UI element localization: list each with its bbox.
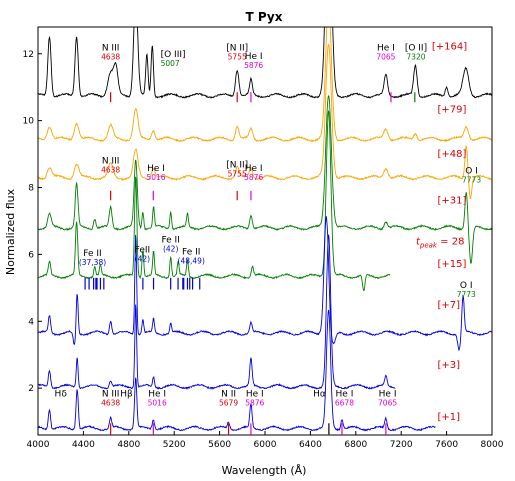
x-tick-label-6: 6400 <box>299 440 322 450</box>
line-wavelength-12: (42) <box>135 255 150 264</box>
line-wavelength-4: 7065 <box>376 52 395 61</box>
line-label-17: N III <box>102 390 120 400</box>
epoch-label-+7: [+7] <box>438 300 461 311</box>
line-wavelength-13: (42) <box>163 245 178 254</box>
epoch-label-+79: [+79] <box>438 104 467 115</box>
line-wavelength-24: 7065 <box>378 399 397 408</box>
line-label-14: Fe II <box>182 247 200 257</box>
epoch-label-+31: [+31] <box>438 196 467 207</box>
x-tick-label-4: 5600 <box>208 440 231 450</box>
line-label-20: N II <box>221 390 236 400</box>
y-tick-label-3: 8 <box>28 184 34 194</box>
line-label-9: He I <box>245 164 263 174</box>
y-tick-label-1: 4 <box>28 317 34 327</box>
line-wavelength-5: 7320 <box>406 52 425 61</box>
y-tick-label-5: 12 <box>23 50 34 60</box>
spectrum-line-+31 <box>38 94 492 264</box>
spectrum-line-+164 <box>38 27 492 99</box>
spectrum-line-+7 <box>38 216 492 351</box>
line-wavelength-17: 4638 <box>101 399 120 408</box>
line-wavelength-1: 5007 <box>161 59 180 68</box>
x-tick-label-9: 7600 <box>435 440 458 450</box>
epoch-label-+1: [+1] <box>438 412 461 423</box>
line-label-23: He I <box>336 390 354 400</box>
line-label-2: [N II] <box>226 43 248 53</box>
line-wavelength-8: 5755 <box>228 169 247 178</box>
line-wavelength-9: 5876 <box>244 173 263 182</box>
epoch-label-+3: [+3] <box>438 360 461 371</box>
line-label-13: Fe II <box>161 236 179 246</box>
line-wavelength-7: 5016 <box>146 173 165 182</box>
spectrum-line-+3 <box>38 234 396 390</box>
line-label-5: [O II] <box>405 43 427 53</box>
x-tick-label-7: 6800 <box>344 440 367 450</box>
line-label-10: O I <box>465 166 478 176</box>
line-label-8: [N II] <box>226 160 248 170</box>
spectrum-line-+1 <box>38 309 436 432</box>
line-wavelength-0: 4638 <box>101 52 120 61</box>
y-tick-label-0: 2 <box>28 384 34 394</box>
line-label-24: He I <box>379 390 397 400</box>
line-wavelength-20: 5679 <box>219 399 238 408</box>
x-tick-label-0: 4000 <box>27 440 50 450</box>
plot-frame <box>37 26 493 436</box>
line-label-3: He I <box>245 52 263 62</box>
line-label-12: FeII <box>135 246 151 256</box>
x-tick-label-5: 6000 <box>254 440 277 450</box>
y-tick-label-4: 10 <box>23 117 35 127</box>
chart-title: T Pyx <box>246 10 283 24</box>
epoch-label-+164: [+164] <box>432 42 467 53</box>
x-tick-label-8: 7200 <box>390 440 413 450</box>
line-wavelength-10: 7773 <box>462 175 481 184</box>
line-label-7: He I <box>147 164 165 174</box>
line-label-16: Hδ <box>55 390 68 400</box>
line-label-1: [O III] <box>161 50 186 60</box>
epoch-label-+15: [+15] <box>438 259 467 270</box>
t-peak-annotation: tpeak = 28 <box>416 236 464 249</box>
y-axis-label: Normalized flux <box>4 188 17 275</box>
line-wavelength-19: 5016 <box>148 399 167 408</box>
line-label-15: O I <box>460 281 473 291</box>
epoch-label-+48: [+48] <box>438 149 467 160</box>
spectrum-line-+48 <box>38 43 492 200</box>
line-label-11: Fe II <box>83 249 101 259</box>
line-label-22: Hα <box>313 390 326 400</box>
x-tick-label-3: 5200 <box>163 440 186 450</box>
x-tick-label-10: 8000 <box>481 440 504 450</box>
x-axis-label: Wavelength (Å) <box>222 464 307 477</box>
x-tick-label-1: 4400 <box>72 440 95 450</box>
line-wavelength-15: 7773 <box>457 290 476 299</box>
line-label-0: N III <box>102 43 120 53</box>
line-wavelength-6: 4638 <box>101 165 120 174</box>
line-label-19: He I <box>148 390 166 400</box>
line-wavelength-23: 6678 <box>335 399 354 408</box>
spectra-group <box>38 27 492 432</box>
line-wavelength-14: (48,49) <box>178 256 205 265</box>
plot-area: [+164] [+79] [+48] [+31] [+15] [+7] [+3] [+1] N … <box>23 26 504 450</box>
line-label-6: N III <box>102 156 120 166</box>
line-wavelength-2: 5755 <box>228 52 247 61</box>
y-tick-label-2: 6 <box>28 250 34 260</box>
line-label-18: Hβ <box>120 390 133 400</box>
x-tick-label-2: 4800 <box>117 440 140 450</box>
line-wavelength-3: 5876 <box>244 61 263 70</box>
line-label-4: He I <box>377 43 395 53</box>
spectrum-line-+15 <box>38 110 391 292</box>
spectrum-line-+79 <box>38 27 492 143</box>
line-label-21: He I <box>246 390 264 400</box>
line-wavelength-11: (37,38) <box>79 258 106 267</box>
line-wavelength-21: 5876 <box>245 399 264 408</box>
